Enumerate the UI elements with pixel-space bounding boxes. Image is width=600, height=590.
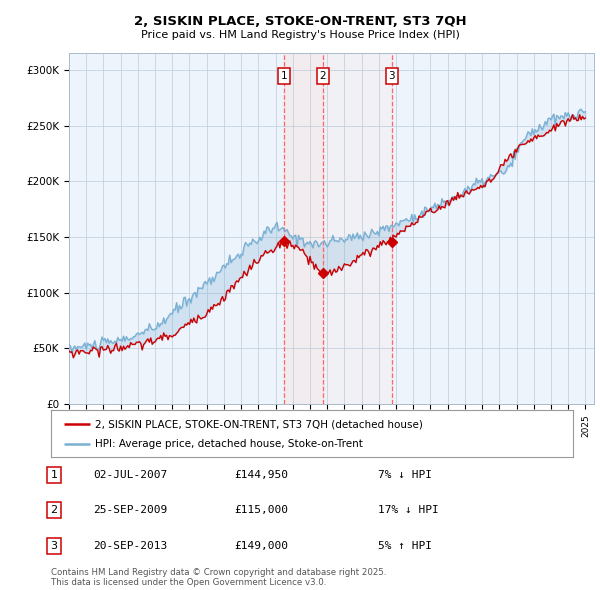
Text: 1: 1 (50, 470, 58, 480)
Text: 7% ↓ HPI: 7% ↓ HPI (378, 470, 432, 480)
Text: 2: 2 (320, 71, 326, 81)
Text: Contains HM Land Registry data © Crown copyright and database right 2025.
This d: Contains HM Land Registry data © Crown c… (51, 568, 386, 587)
Text: 3: 3 (388, 71, 395, 81)
Text: 17% ↓ HPI: 17% ↓ HPI (378, 506, 439, 515)
Text: 2: 2 (50, 506, 58, 515)
Text: 5% ↑ HPI: 5% ↑ HPI (378, 541, 432, 550)
Text: 25-SEP-2009: 25-SEP-2009 (93, 506, 167, 515)
Text: 02-JUL-2007: 02-JUL-2007 (93, 470, 167, 480)
Text: HPI: Average price, detached house, Stoke-on-Trent: HPI: Average price, detached house, Stok… (95, 439, 363, 449)
Text: £115,000: £115,000 (234, 506, 288, 515)
Text: 2, SISKIN PLACE, STOKE-ON-TRENT, ST3 7QH: 2, SISKIN PLACE, STOKE-ON-TRENT, ST3 7QH (134, 15, 466, 28)
Text: £149,000: £149,000 (234, 541, 288, 550)
Text: 20-SEP-2013: 20-SEP-2013 (93, 541, 167, 550)
Text: 3: 3 (50, 541, 58, 550)
Bar (284, 53, 323, 404)
Text: £144,950: £144,950 (234, 470, 288, 480)
Text: 2, SISKIN PLACE, STOKE-ON-TRENT, ST3 7QH (detached house): 2, SISKIN PLACE, STOKE-ON-TRENT, ST3 7QH… (95, 419, 423, 429)
Text: 1: 1 (281, 71, 287, 81)
Bar (323, 53, 392, 404)
Text: Price paid vs. HM Land Registry's House Price Index (HPI): Price paid vs. HM Land Registry's House … (140, 30, 460, 40)
